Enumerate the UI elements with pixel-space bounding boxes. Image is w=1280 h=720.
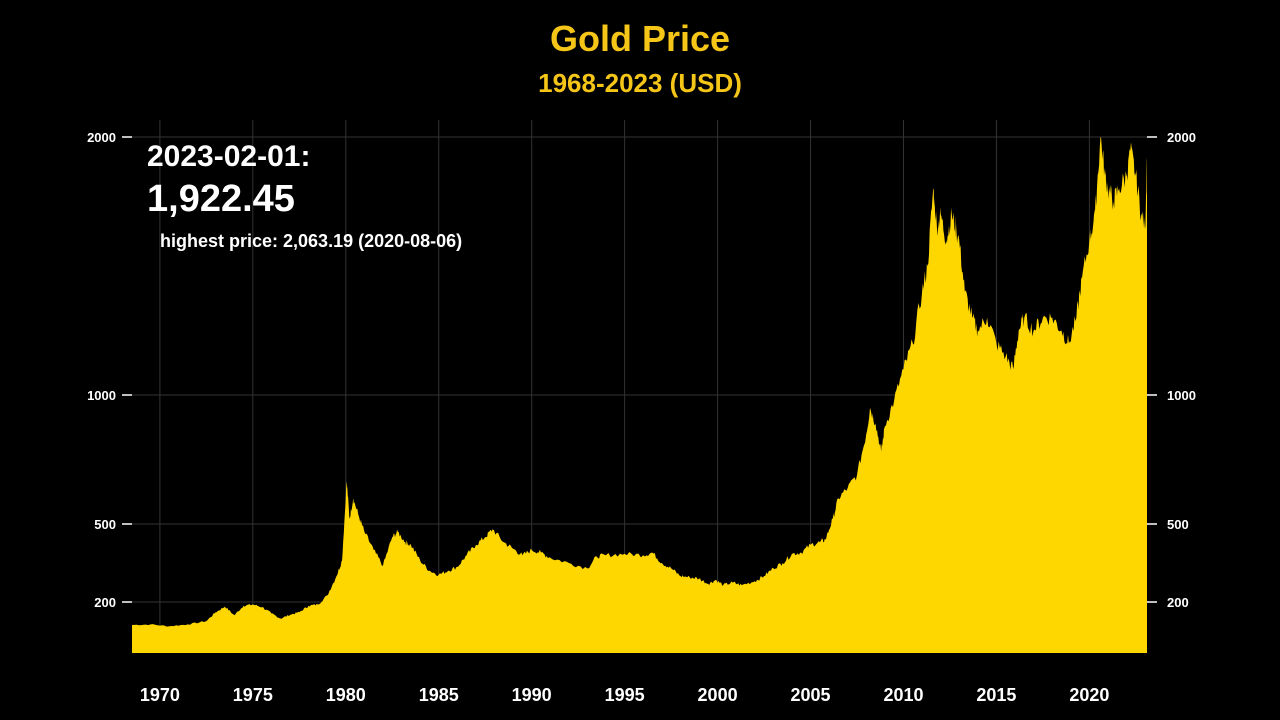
y-tick-label-left: 200	[94, 595, 116, 610]
axis-ticks: 1970 1975 1980 1985 1990 1995 2000 2005 2010 2015…	[87, 130, 1196, 705]
x-tick-label: 1980	[326, 685, 366, 705]
x-tick-label: 1985	[419, 685, 459, 705]
x-tick-label: 1995	[605, 685, 645, 705]
x-tick-label: 1990	[512, 685, 552, 705]
gold-price-area	[132, 137, 1147, 653]
chart-title: Gold Price	[549, 18, 731, 59]
y-tick-label-left: 2000	[87, 130, 116, 145]
current-date-readout: 2023-02-01:	[147, 140, 311, 173]
y-tick-label-right: 200	[1167, 595, 1189, 610]
x-tick-label: 2005	[791, 685, 831, 705]
x-tick-label: 2015	[976, 685, 1016, 705]
y-tick-label-left: 1000	[87, 388, 116, 403]
x-tick-label: 1970	[140, 685, 180, 705]
y-tick-label-left: 500	[94, 517, 116, 532]
current-price-readout: 1,922.45	[147, 178, 295, 220]
x-tick-label: 1975	[233, 685, 273, 705]
y-tick-label-right: 1000	[1167, 388, 1196, 403]
x-tick-label: 2020	[1069, 685, 1109, 705]
x-tick-label: 2010	[883, 685, 923, 705]
y-tick-label-right: 500	[1167, 517, 1189, 532]
x-tick-label: 2000	[698, 685, 738, 705]
highest-price-readout: highest price: 2,063.19 (2020-08-06)	[160, 231, 463, 251]
y-tick-label-right: 2000	[1167, 130, 1196, 145]
chart-subtitle: 1968-2023 (USD)	[538, 68, 742, 98]
